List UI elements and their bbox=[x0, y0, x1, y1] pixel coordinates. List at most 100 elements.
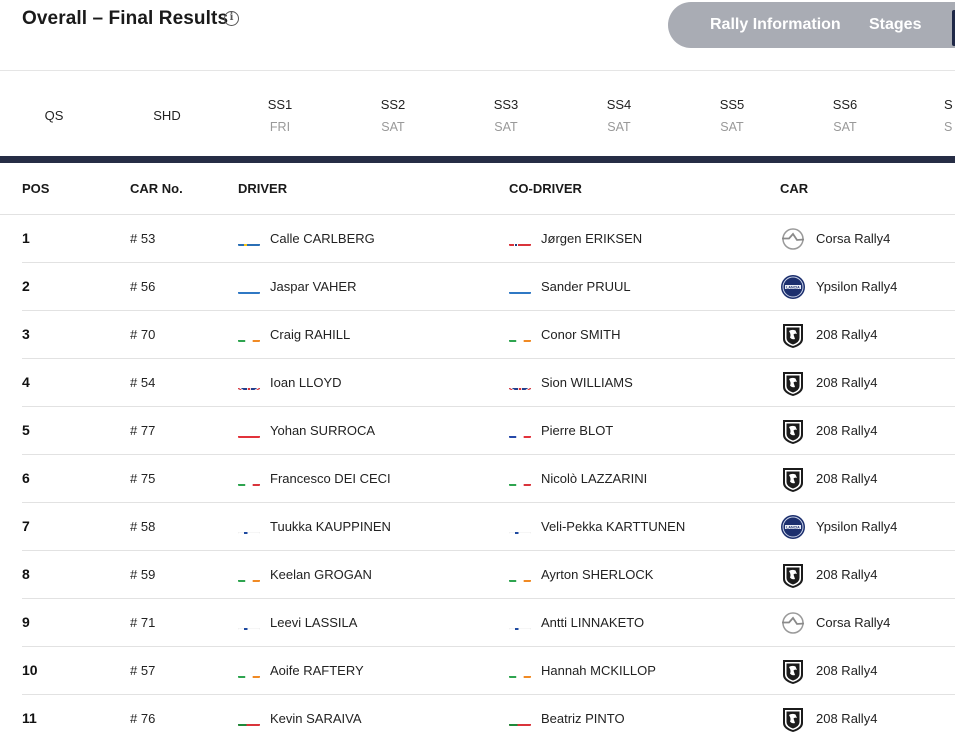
co-driver-name[interactable]: Beatriz PINTO bbox=[541, 711, 625, 726]
position-cell: 1 bbox=[22, 230, 30, 246]
rally-information-tab[interactable]: Rally Information bbox=[710, 16, 841, 33]
table-row[interactable]: 5 # 77 Yohan SURROCA Pierre BLOT 208 Ral… bbox=[22, 407, 955, 455]
position-cell: 6 bbox=[22, 470, 30, 486]
stage-column-3[interactable]: SS2 SAT bbox=[353, 97, 433, 134]
co-driver-name[interactable]: Antti LINNAKETO bbox=[541, 615, 645, 630]
header-divider-bar bbox=[0, 156, 955, 163]
top-nav: Rally Information Stages bbox=[668, 2, 955, 48]
driver-flag-icon bbox=[238, 519, 260, 534]
driver-flag-icon bbox=[238, 663, 260, 678]
table-row[interactable]: 3 # 70 Craig RAHILL Conor SMITH 208 Rall… bbox=[22, 311, 955, 359]
co-driver-name[interactable]: Ayrton SHERLOCK bbox=[541, 567, 654, 582]
table-row[interactable]: 8 # 59 Keelan GROGAN Ayrton SHERLOCK 208… bbox=[22, 551, 955, 599]
peugeot-logo-icon bbox=[780, 321, 806, 349]
stage-column-0[interactable]: QS bbox=[14, 108, 94, 123]
table-row[interactable]: 2 # 56 Jaspar VAHER Sander PRUUL LANCIA … bbox=[22, 263, 955, 311]
header-driver[interactable]: DRIVER bbox=[238, 181, 288, 196]
nav-next-tab-edge[interactable] bbox=[952, 10, 955, 46]
co-driver-name[interactable]: Veli-Pekka KARTTUNEN bbox=[541, 519, 686, 534]
stage-column-7[interactable]: SS6 SAT bbox=[805, 97, 885, 134]
stage-column-5[interactable]: SS4 SAT bbox=[579, 97, 659, 134]
stage-label: SS5 bbox=[719, 97, 745, 112]
svg-text:LANCIA: LANCIA bbox=[786, 525, 800, 529]
car-number-cell: # 57 bbox=[130, 663, 156, 678]
car-model: Corsa Rally4 bbox=[816, 231, 891, 246]
car-model: 208 Rally4 bbox=[816, 375, 878, 390]
co-driver-name[interactable]: Hannah MCKILLOP bbox=[541, 663, 656, 678]
driver-name[interactable]: Francesco DEI CECI bbox=[270, 471, 391, 486]
co-driver-name[interactable]: Conor SMITH bbox=[541, 327, 621, 342]
header-car[interactable]: CAR bbox=[780, 181, 809, 196]
car-number-cell: # 56 bbox=[130, 279, 156, 294]
stage-column-2[interactable]: SS1 FRI bbox=[240, 97, 320, 134]
table-row[interactable]: 7 # 58 Tuukka KAUPPINEN Veli-Pekka KARTT… bbox=[22, 503, 955, 551]
table-row[interactable]: 1 # 53 Calle CARLBERG Jørgen ERIKSEN Cor… bbox=[22, 215, 955, 263]
peugeot-logo-icon bbox=[780, 465, 806, 493]
co-driver-flag-icon bbox=[509, 231, 531, 246]
header-car-no[interactable]: CAR No. bbox=[130, 181, 183, 196]
car-model: 208 Rally4 bbox=[816, 327, 878, 342]
driver-name[interactable]: Kevin SARAIVA bbox=[270, 711, 362, 726]
co-driver-flag-icon bbox=[509, 711, 531, 726]
opel-logo-icon bbox=[780, 225, 806, 253]
divider bbox=[0, 70, 955, 71]
car-model: Corsa Rally4 bbox=[816, 615, 891, 630]
driver-name[interactable]: Aoife RAFTERY bbox=[270, 663, 364, 678]
driver-flag-icon bbox=[238, 711, 260, 726]
car-model: 208 Rally4 bbox=[816, 663, 878, 678]
car-model: 208 Rally4 bbox=[816, 471, 878, 486]
co-driver-flag-icon bbox=[509, 279, 531, 294]
co-driver-flag-icon bbox=[509, 423, 531, 438]
info-icon[interactable]: i bbox=[224, 11, 239, 26]
co-driver-name[interactable]: Jørgen ERIKSEN bbox=[541, 231, 643, 246]
driver-name[interactable]: Keelan GROGAN bbox=[270, 567, 372, 582]
co-driver-name[interactable]: Nicolò LAZZARINI bbox=[541, 471, 648, 486]
peugeot-logo-icon bbox=[780, 657, 806, 685]
driver-name[interactable]: Ioan LLOYD bbox=[270, 375, 342, 390]
co-driver-name[interactable]: Pierre BLOT bbox=[541, 423, 614, 438]
header-pos[interactable]: POS bbox=[22, 181, 50, 196]
table-row[interactable]: 10 # 57 Aoife RAFTERY Hannah MCKILLOP 20… bbox=[22, 647, 955, 695]
peugeot-logo-icon bbox=[780, 417, 806, 445]
stage-label: QS bbox=[44, 108, 64, 123]
peugeot-logo-icon bbox=[780, 369, 806, 397]
table-row[interactable]: 11 # 76 Kevin SARAIVA Beatriz PINTO 208 … bbox=[22, 695, 955, 737]
table-row[interactable]: 6 # 75 Francesco DEI CECI Nicolò LAZZARI… bbox=[22, 455, 955, 503]
header-co-driver[interactable]: CO-DRIVER bbox=[509, 181, 582, 196]
car-number-cell: # 77 bbox=[130, 423, 156, 438]
driver-name[interactable]: Leevi LASSILA bbox=[270, 615, 358, 630]
co-driver-name[interactable]: Sion WILLIAMS bbox=[541, 375, 633, 390]
stage-label: SS3 bbox=[493, 97, 519, 112]
stage-day: SAT bbox=[494, 120, 518, 134]
stage-day-clipped: S bbox=[944, 120, 953, 134]
table-row[interactable]: 4 # 54 Ioan LLOYD Sion WILLIAMS 208 Rall… bbox=[22, 359, 955, 407]
driver-name[interactable]: Calle CARLBERG bbox=[270, 231, 375, 246]
stages-tab[interactable]: Stages bbox=[869, 16, 922, 33]
table-row[interactable]: 9 # 71 Leevi LASSILA Antti LINNAKETO Cor… bbox=[22, 599, 955, 647]
car-model: 208 Rally4 bbox=[816, 711, 878, 726]
table-body: 1 # 53 Calle CARLBERG Jørgen ERIKSEN Cor… bbox=[0, 215, 955, 737]
lancia-logo-icon: LANCIA bbox=[780, 513, 806, 541]
stage-column-6[interactable]: SS5 SAT bbox=[692, 97, 772, 134]
stage-column-1[interactable]: SHD bbox=[127, 108, 207, 123]
stage-label: SS2 bbox=[380, 97, 406, 112]
driver-flag-icon bbox=[238, 615, 260, 630]
stage-label: SS4 bbox=[606, 97, 632, 112]
driver-name[interactable]: Tuukka KAUPPINEN bbox=[270, 519, 391, 534]
co-driver-flag-icon bbox=[509, 375, 531, 390]
stage-day: SAT bbox=[720, 120, 744, 134]
driver-name[interactable]: Jaspar VAHER bbox=[270, 279, 357, 294]
driver-name[interactable]: Yohan SURROCA bbox=[270, 423, 376, 438]
position-cell: 9 bbox=[22, 614, 30, 630]
car-model: 208 Rally4 bbox=[816, 567, 878, 582]
peugeot-logo-icon bbox=[780, 705, 806, 733]
peugeot-logo-icon bbox=[780, 561, 806, 589]
co-driver-flag-icon bbox=[509, 519, 531, 534]
position-cell: 5 bbox=[22, 422, 30, 438]
stage-day: SAT bbox=[833, 120, 857, 134]
driver-name[interactable]: Craig RAHILL bbox=[270, 327, 351, 342]
co-driver-name[interactable]: Sander PRUUL bbox=[541, 279, 631, 294]
lancia-logo-icon: LANCIA bbox=[780, 273, 806, 301]
stage-column-4[interactable]: SS3 SAT bbox=[466, 97, 546, 134]
